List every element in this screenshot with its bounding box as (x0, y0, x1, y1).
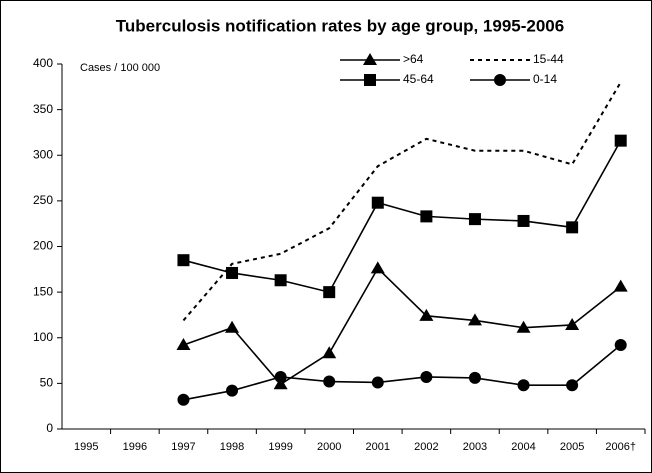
x-tick-label: 1996 (123, 441, 147, 453)
series-line (182, 81, 622, 322)
marker-square (566, 221, 579, 234)
marker-square (614, 134, 627, 147)
marker-square (177, 254, 190, 267)
chart-title: Tuberculosis notification rates by age g… (116, 16, 564, 35)
marker-triangle (370, 261, 385, 274)
marker-triangle (419, 308, 434, 321)
x-tick-label: 2002 (414, 441, 438, 453)
y-tick-label: 200 (33, 239, 53, 253)
y-tick-label: 150 (33, 284, 53, 298)
marker-triangle (322, 346, 337, 359)
marker-square (226, 266, 239, 279)
marker-circle (517, 379, 530, 392)
marker-circle (494, 74, 506, 86)
y-tick-label: 50 (40, 376, 54, 390)
marker-circle (177, 393, 190, 406)
marker-circle (468, 371, 481, 384)
legend-label: >64 (403, 52, 424, 66)
marker-circle (614, 339, 627, 352)
marker-triangle (273, 377, 288, 390)
x-tick-label: 2005 (560, 441, 584, 453)
marker-circle (566, 379, 579, 392)
x-tick-label: 2003 (463, 441, 487, 453)
marker-square (371, 196, 384, 209)
marker-square (274, 274, 287, 287)
marker-triangle (565, 317, 580, 330)
marker-circle (371, 376, 384, 389)
y-tick-label: 250 (33, 193, 53, 207)
marker-triangle (363, 53, 377, 65)
y-tick-label: 350 (33, 102, 53, 116)
y-tick-label: 100 (33, 330, 53, 344)
x-tick-label: 2000 (317, 441, 341, 453)
x-tick-label: 1998 (220, 441, 244, 453)
marker-circle (323, 375, 336, 388)
marker-triangle (516, 320, 531, 333)
marker-square (323, 286, 336, 299)
y-tick-label: 0 (46, 421, 53, 435)
x-tick-label: 2006† (605, 441, 636, 453)
series-line (183, 140, 622, 294)
x-tick-label: 2001 (366, 441, 390, 453)
marker-square (517, 214, 530, 227)
marker-triangle (613, 279, 628, 292)
series-line (183, 344, 622, 401)
marker-square (468, 213, 481, 226)
x-tick-label: 1995 (74, 441, 98, 453)
x-tick-label: 2004 (511, 441, 535, 453)
legend-label: 0-14 (533, 72, 557, 86)
series-line (183, 267, 622, 386)
marker-circle (226, 384, 239, 397)
x-tick-label: 1997 (171, 441, 195, 453)
x-tick-label: 1999 (268, 441, 292, 453)
marker-triangle (225, 320, 240, 333)
marker-triangle (176, 338, 191, 351)
y-tick-label: 400 (33, 56, 53, 70)
marker-square (364, 74, 376, 86)
annotation: Cases / 100 000 (80, 62, 160, 74)
marker-square (420, 210, 433, 223)
legend-label: 15-44 (533, 52, 564, 66)
marker-circle (420, 370, 433, 383)
marker-circle (274, 370, 287, 383)
legend-label: 45-64 (403, 72, 434, 86)
marker-triangle (467, 313, 482, 326)
y-tick-label: 300 (33, 147, 53, 161)
